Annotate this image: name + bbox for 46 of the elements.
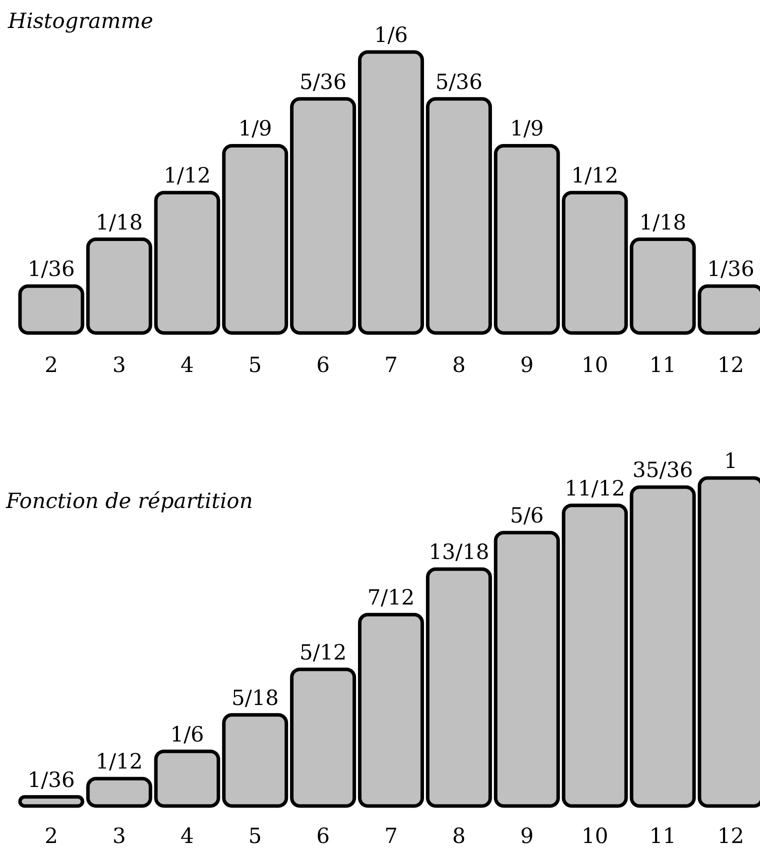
x-tick-label: 3 bbox=[112, 353, 126, 377]
x-tick-label: 9 bbox=[520, 353, 534, 377]
data-label: 5/12 bbox=[299, 640, 347, 664]
text: Fonction de répartition bbox=[5, 489, 253, 513]
data-label: 1/36 bbox=[28, 768, 75, 792]
data-label: 35/36 bbox=[632, 458, 694, 482]
data-label: 1/12 bbox=[571, 164, 618, 188]
x-tick-label: 5 bbox=[248, 353, 262, 377]
data-label: 1/36 bbox=[707, 257, 754, 282]
data-label: 1/18 bbox=[639, 210, 686, 234]
data-label: 5/6 bbox=[510, 504, 544, 528]
data-label: 11/12 bbox=[564, 476, 626, 500]
data-label: 1/12 bbox=[96, 750, 143, 774]
data-label: 1/9 bbox=[510, 116, 544, 141]
chart-title: Histogramme bbox=[7, 9, 154, 33]
data-label: 5/18 bbox=[232, 686, 279, 710]
data-label: 7/12 bbox=[367, 586, 415, 610]
x-tick-label: 6 bbox=[316, 353, 330, 377]
x-tick-label: 4 bbox=[180, 353, 194, 377]
x-tick-label: 3 bbox=[112, 824, 126, 848]
data-label: 1/6 bbox=[170, 722, 204, 746]
x-tick-label: 6 bbox=[316, 824, 330, 848]
x-tick-label: 12 bbox=[717, 353, 744, 377]
data-label: 1 bbox=[724, 449, 738, 473]
data-label: 1/36 bbox=[28, 257, 75, 282]
x-tick-label: 10 bbox=[581, 824, 608, 848]
x-tick-label: 11 bbox=[649, 824, 676, 848]
data-label: 1/12 bbox=[164, 164, 211, 188]
data-label: 5/36 bbox=[435, 70, 483, 94]
x-tick-label: 12 bbox=[717, 824, 744, 848]
data-label: 1/18 bbox=[96, 210, 143, 234]
x-tick-label: 10 bbox=[581, 353, 608, 377]
x-tick-label: 5 bbox=[248, 824, 262, 848]
x-tick-label: 7 bbox=[384, 824, 398, 848]
x-tick-label: 11 bbox=[649, 353, 676, 377]
data-label: 1/9 bbox=[238, 116, 272, 141]
x-tick-label: 9 bbox=[520, 824, 534, 848]
data-label: 5/36 bbox=[299, 70, 347, 94]
x-tick-label: 8 bbox=[452, 353, 466, 377]
x-tick-label: 2 bbox=[44, 824, 58, 848]
x-tick-label: 8 bbox=[452, 824, 466, 848]
x-tick-label: 2 bbox=[44, 353, 58, 377]
x-tick-label: 4 bbox=[180, 824, 194, 848]
data-label: 1/6 bbox=[374, 23, 408, 47]
data-label: 13/18 bbox=[428, 540, 490, 564]
x-tick-label: 7 bbox=[384, 353, 398, 377]
